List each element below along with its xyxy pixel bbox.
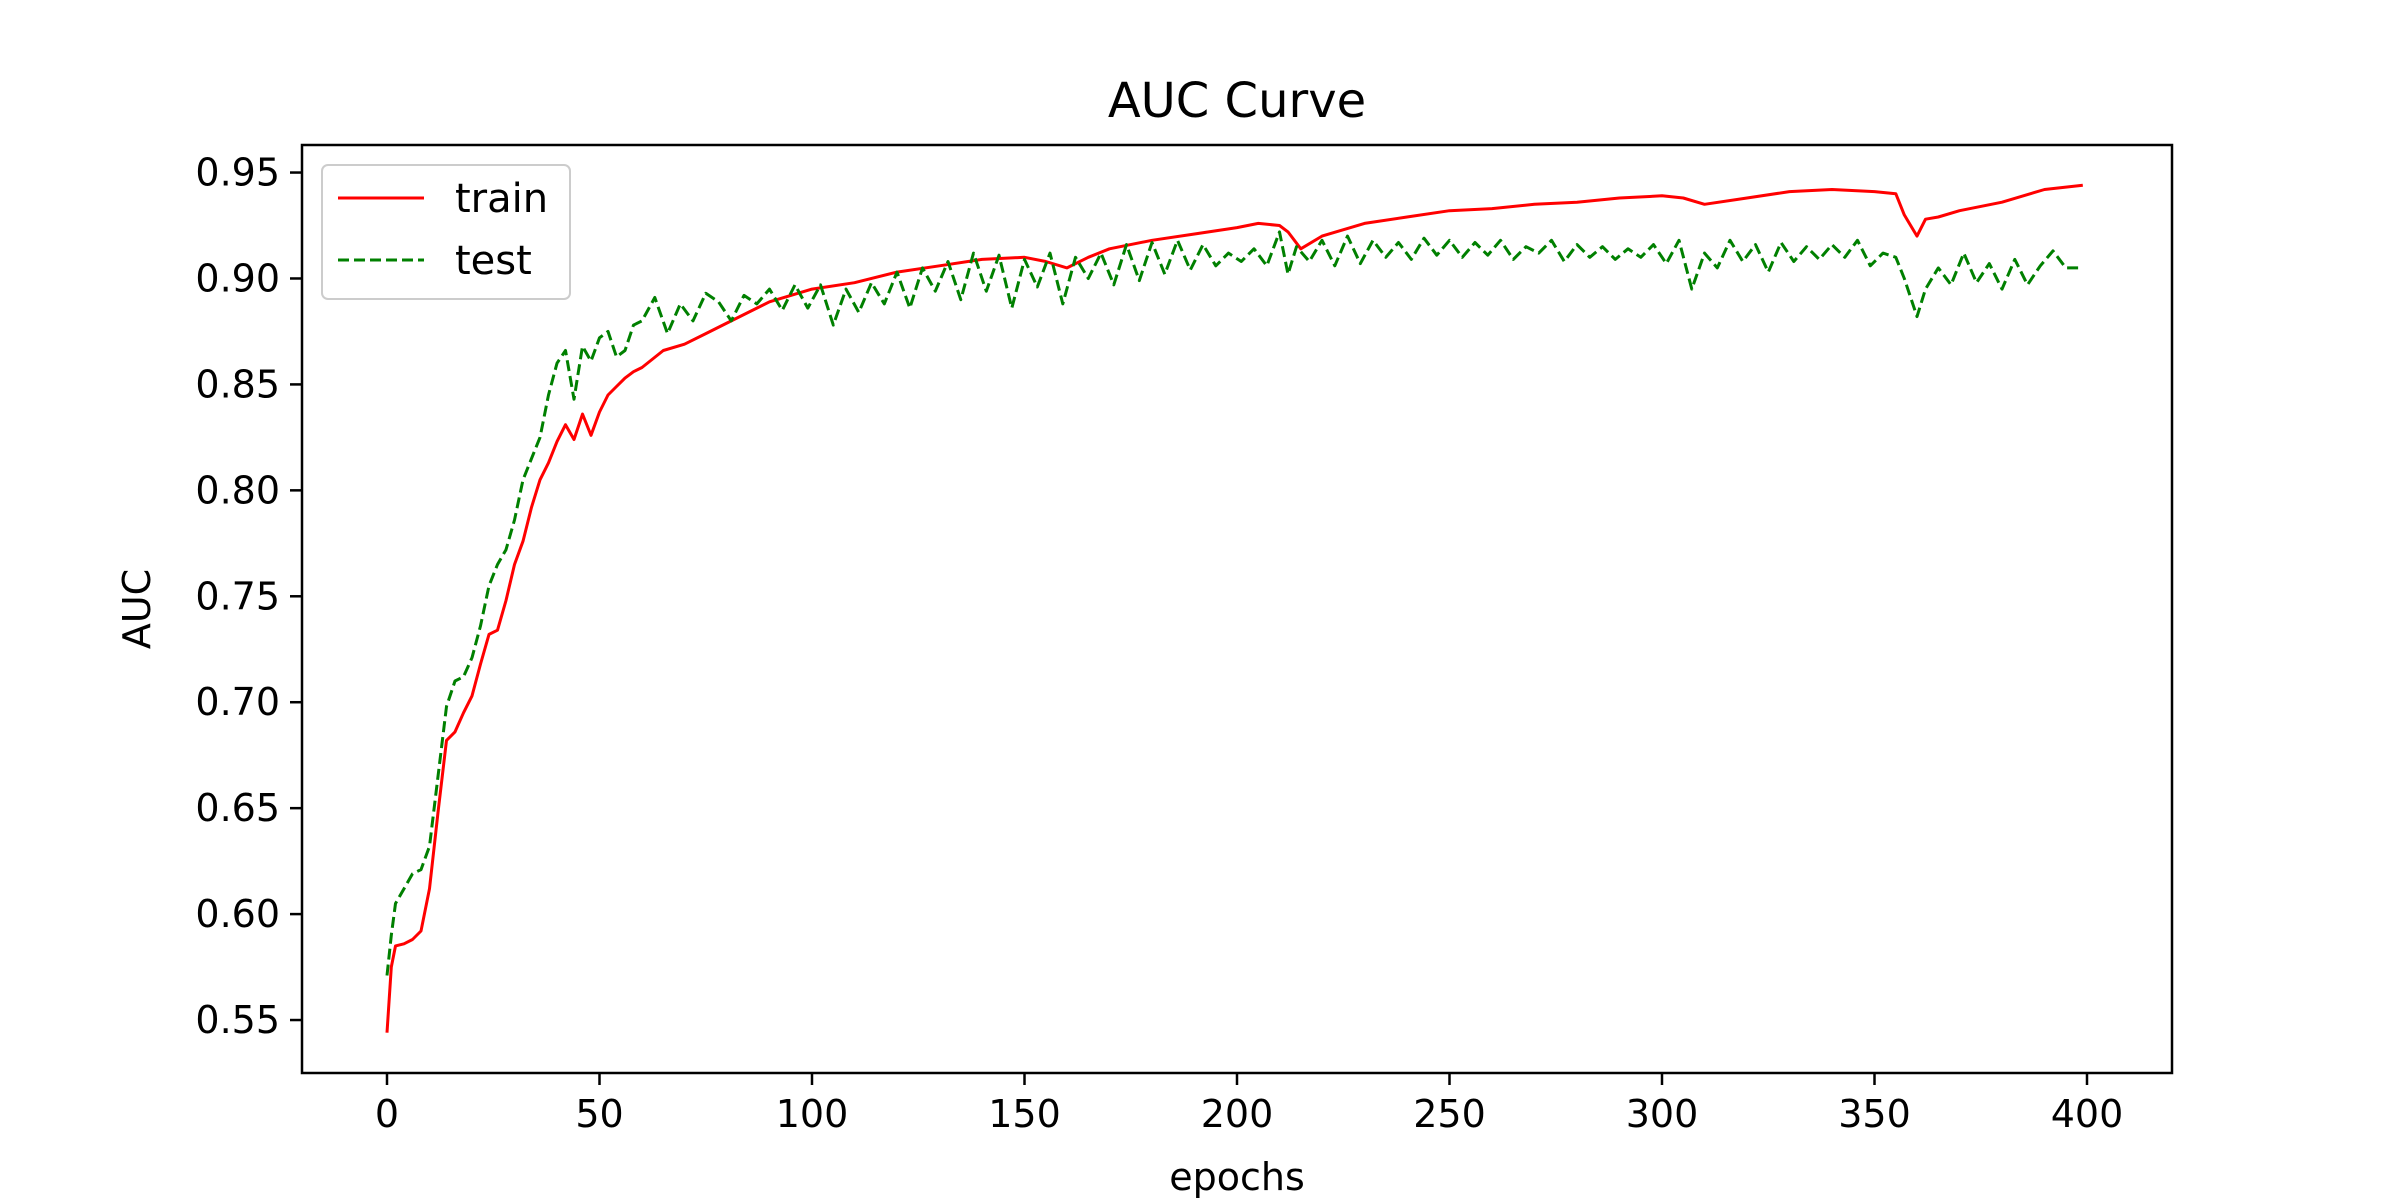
series-line-test xyxy=(385,230,2083,976)
x-tick-label: 300 xyxy=(1626,1092,1699,1136)
series-layer xyxy=(385,183,2083,1033)
series-line-train xyxy=(385,183,2083,1033)
y-tick-label: 0.90 xyxy=(195,256,280,300)
legend-label-train: train xyxy=(455,176,548,222)
y-tick-label: 0.55 xyxy=(195,998,280,1042)
chart-title: AUC Curve xyxy=(1108,73,1366,129)
x-tick-label: 50 xyxy=(575,1092,623,1136)
x-tick-label: 400 xyxy=(2051,1092,2124,1136)
y-tick-label: 0.80 xyxy=(195,468,280,512)
x-tick-label: 150 xyxy=(988,1092,1061,1136)
legend: train test xyxy=(321,164,571,300)
x-tick-label: 350 xyxy=(1838,1092,1911,1136)
y-tick-label: 0.75 xyxy=(195,574,280,618)
y-axis-label: AUC xyxy=(115,569,159,649)
y-tick-label: 0.85 xyxy=(195,362,280,406)
legend-label-test: test xyxy=(455,238,532,284)
y-tick-label: 0.60 xyxy=(195,892,280,936)
x-tick-label: 250 xyxy=(1413,1092,1486,1136)
y-tick-label: 0.70 xyxy=(195,680,280,724)
x-axis-label: epochs xyxy=(1169,1155,1305,1199)
y-tick-label: 0.65 xyxy=(195,786,280,830)
x-axis: 0 50 100 150 200 250 300 350 400 xyxy=(375,1073,2123,1136)
y-tick-label: 0.95 xyxy=(195,151,280,195)
x-tick-label: 200 xyxy=(1201,1092,1274,1136)
y-axis: 0.55 0.60 0.65 0.70 0.75 0.80 0.85 0.90 0.95 xyxy=(195,151,302,1042)
x-tick-label: 0 xyxy=(375,1092,399,1136)
x-tick-label: 100 xyxy=(776,1092,849,1136)
